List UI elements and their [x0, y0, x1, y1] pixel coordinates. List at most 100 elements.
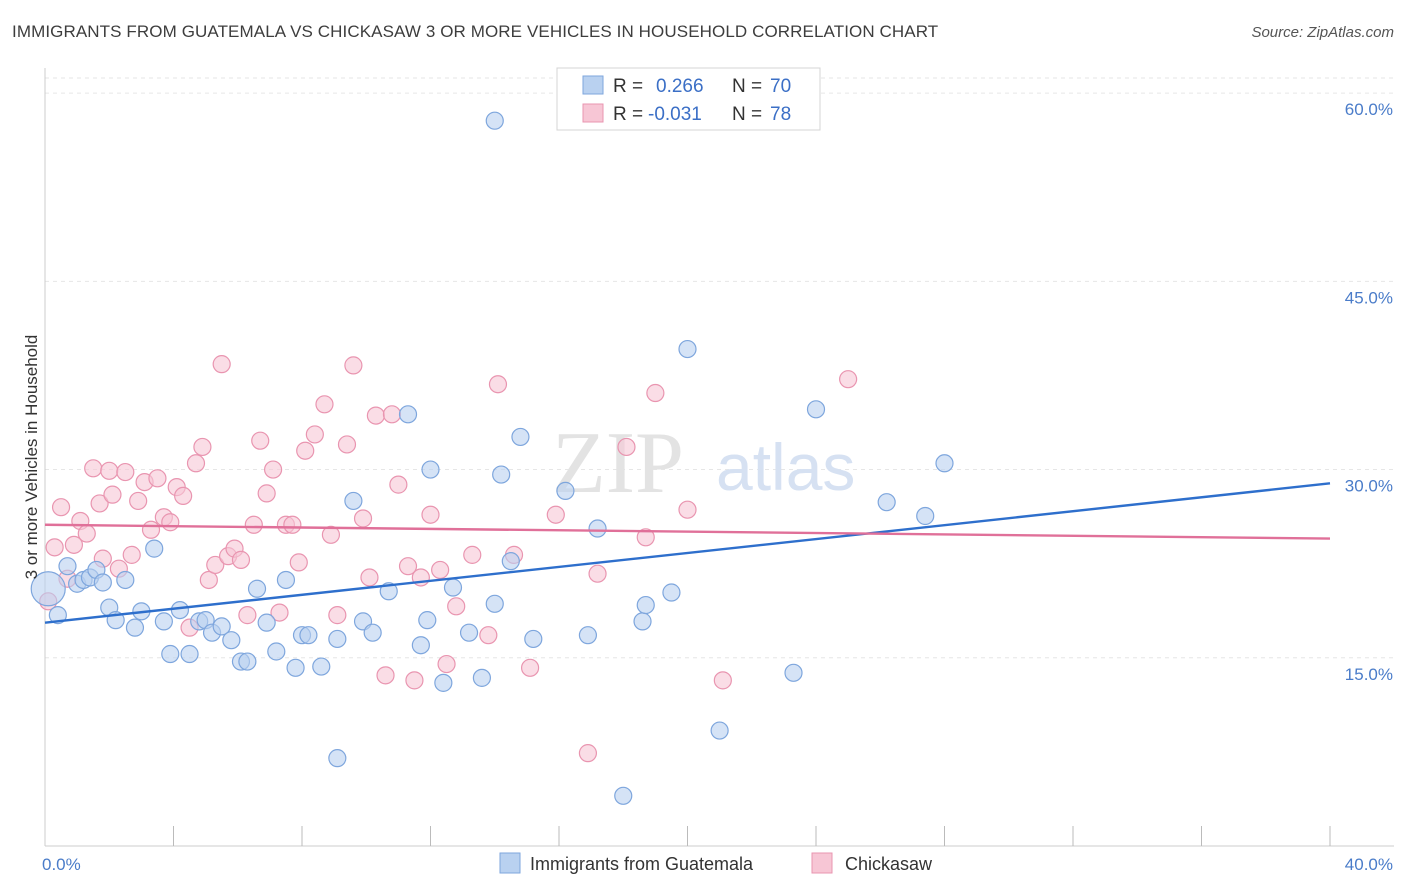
y-tick-labels: 15.0% 30.0% 45.0% 60.0% [1345, 100, 1393, 684]
chart-source: Source: ZipAtlas.com [1251, 24, 1394, 41]
chickasaw-point-47 [344, 356, 363, 375]
guatemala-point-61 [806, 400, 826, 419]
chickasaw-point-20 [161, 513, 180, 532]
watermark-zip: ZIP [552, 415, 684, 512]
guatemala-point-14 [154, 612, 173, 631]
chickasaw-point-73 [713, 671, 732, 690]
guatemala-point-49 [511, 427, 530, 447]
y-axis-label: 3 or more Vehicles in Household [22, 335, 41, 580]
guatemala-point-64 [935, 454, 954, 473]
guatemala-point-63 [916, 506, 935, 526]
chickasaw-point-11 [103, 485, 122, 504]
chickasaw-point-46 [337, 435, 357, 454]
guatemala-point-59 [710, 721, 729, 740]
guatemala-point-51 [556, 481, 575, 500]
legend-n-value-1: 70 [770, 76, 791, 97]
chickasaw-point-51 [376, 666, 395, 685]
x-tick-labels: 0.0% 40.0% [42, 855, 1393, 874]
series-legend-swatch-guatemala [499, 852, 521, 874]
guatemala-point-60 [784, 663, 803, 682]
guatemala-point-52 [578, 626, 598, 645]
chickasaw-point-41 [296, 441, 315, 460]
chickasaw-point-35 [257, 484, 276, 503]
guatemala-point-15 [161, 644, 180, 664]
chickasaw-point-54 [398, 557, 418, 576]
guatemala-point-10 [116, 570, 135, 590]
chickasaw-point-7 [84, 459, 103, 478]
guatemala-point-28 [276, 570, 296, 590]
guatemala-point-11 [125, 618, 145, 637]
legend-n-label-1: N = [732, 76, 762, 97]
series-legend-label-chickasaw: Chickasaw [845, 854, 933, 874]
legend-swatch-pink [582, 103, 604, 123]
chickasaw-point-72 [678, 500, 697, 519]
legend-n-label-2: N = [732, 104, 762, 125]
chickasaw-point-68 [588, 564, 607, 583]
chickasaw-point-66 [546, 505, 565, 524]
legend-r-value-2: -0.031 [648, 104, 702, 125]
chickasaw-point-55 [405, 671, 424, 690]
guatemala-point-41 [421, 460, 440, 479]
x-ticks [173, 826, 1331, 846]
guatemala-point-44 [459, 623, 479, 642]
chickasaw-point-62 [479, 626, 498, 645]
chickasaw-point-4 [64, 535, 84, 554]
guatemala-point-40 [418, 611, 437, 630]
chickasaw-point-45 [328, 606, 347, 625]
chickasaw-point-18 [148, 469, 167, 488]
guatemala-point-39 [411, 636, 430, 655]
guatemala-point-42 [434, 673, 453, 692]
guatemala-point-22 [222, 631, 241, 650]
chickasaw-point-53 [389, 475, 408, 494]
guatemala-point-46 [485, 594, 504, 613]
guatemala-point-50 [524, 629, 543, 649]
x-tick-label-1: 40.0% [1345, 855, 1393, 874]
guatemala-point-58 [678, 339, 697, 359]
chickasaw-point-52 [382, 405, 402, 424]
guatemala-point-54 [614, 786, 633, 805]
trend-lines [44, 482, 1331, 624]
chickasaw-point-65 [520, 658, 540, 677]
guatemala-point-38 [398, 405, 418, 424]
chickasaw-point-71 [646, 383, 665, 403]
chickasaw-point-60 [447, 597, 466, 616]
chickasaw-point-31 [231, 550, 251, 569]
chickasaw-point-15 [129, 491, 148, 511]
chickasaw-point-70 [636, 528, 655, 547]
series-legend-label-guatemala: Immigrants from Guatemala [530, 854, 754, 874]
guatemala-point-62 [877, 493, 896, 512]
chickasaw-point-39 [283, 515, 302, 534]
chickasaw-point-2 [51, 498, 71, 517]
y-tick-label-2: 45.0% [1345, 288, 1393, 307]
guatemala-point-7 [93, 573, 112, 592]
chickasaw-point-1 [45, 538, 64, 557]
guatemala-point-36 [363, 623, 382, 642]
chickasaw-point-37 [270, 603, 289, 622]
chickasaw-point-26 [199, 570, 218, 590]
guatemala-point-43 [443, 578, 463, 597]
watermark: ZIP atlas [552, 415, 855, 512]
y-tick-label-3: 60.0% [1345, 100, 1393, 119]
chickasaw-point-74 [839, 370, 858, 389]
chickasaw-point-17 [141, 520, 161, 539]
guatemala-point-47 [492, 465, 511, 484]
chickasaw-point-8 [90, 494, 109, 513]
y-tick-label-1: 30.0% [1345, 477, 1393, 496]
chickasaw-point-33 [244, 515, 263, 534]
guatemala-point-16 [170, 600, 190, 620]
chickasaw-trend-line [44, 523, 1331, 540]
chickasaw-point-42 [305, 425, 324, 444]
guatemala-point-17 [180, 644, 199, 664]
chickasaw-point-22 [174, 486, 193, 505]
correlation-legend: R = 0.266 N = 70 R = -0.031 N = 78 [556, 67, 821, 131]
guatemala-point-21 [212, 617, 231, 636]
chart-title: IMMIGRANTS FROM GUATEMALA VS CHICKASAW 3… [12, 22, 939, 41]
chickasaw-point-27 [206, 555, 225, 575]
chickasaw-point-57 [421, 505, 440, 524]
chickasaw-point-10 [100, 461, 119, 480]
legend-swatch-blue [582, 75, 604, 95]
guatemala-point-34 [344, 491, 363, 511]
chickasaw-point-13 [116, 462, 135, 482]
guatemala-point-48 [501, 552, 520, 571]
